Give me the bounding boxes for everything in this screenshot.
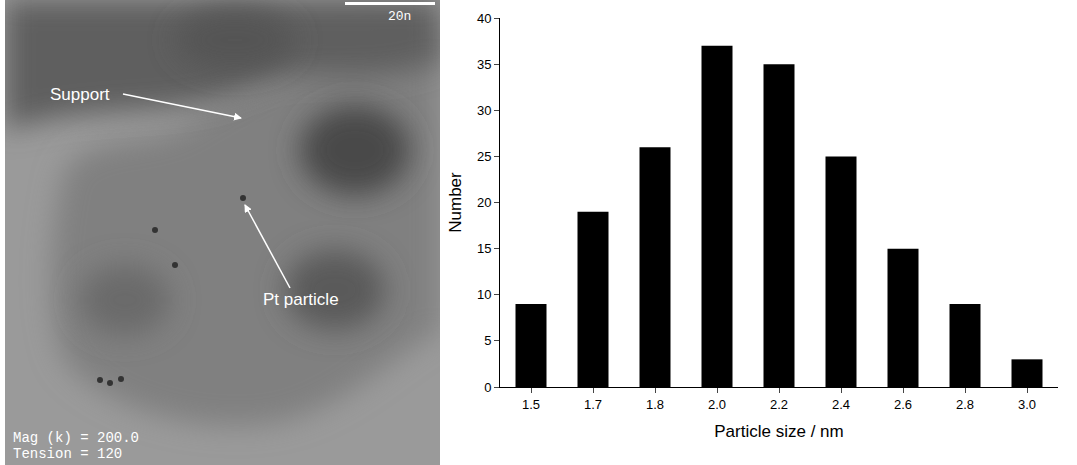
svg-text:1.7: 1.7: [584, 397, 602, 412]
svg-text:30: 30: [477, 103, 491, 118]
svg-text:Pt particle: Pt particle: [263, 290, 339, 309]
svg-text:2.8: 2.8: [956, 397, 974, 412]
svg-text:Tension = 120: Tension = 120: [13, 446, 122, 462]
svg-text:3.0: 3.0: [1018, 397, 1036, 412]
svg-text:10: 10: [477, 287, 491, 302]
svg-text:Mag (k) = 200.0: Mag (k) = 200.0: [13, 430, 139, 446]
svg-text:25: 25: [477, 149, 491, 164]
svg-text:Particle size / nm: Particle size / nm: [714, 422, 843, 441]
svg-text:35: 35: [477, 57, 491, 72]
svg-text:Support: Support: [50, 85, 110, 104]
svg-text:2.4: 2.4: [832, 397, 850, 412]
svg-text:20: 20: [477, 195, 491, 210]
svg-text:1.5: 1.5: [522, 397, 540, 412]
svg-text:5: 5: [484, 333, 491, 348]
svg-text:2.6: 2.6: [894, 397, 912, 412]
svg-text:2.2: 2.2: [770, 397, 788, 412]
svg-text:40: 40: [477, 11, 491, 26]
svg-text:20n: 20n: [388, 9, 411, 24]
svg-text:Number: Number: [446, 172, 465, 233]
svg-text:2.0: 2.0: [708, 397, 726, 412]
svg-text:0: 0: [484, 380, 491, 395]
svg-text:1.8: 1.8: [646, 397, 664, 412]
svg-text:15: 15: [477, 241, 491, 256]
